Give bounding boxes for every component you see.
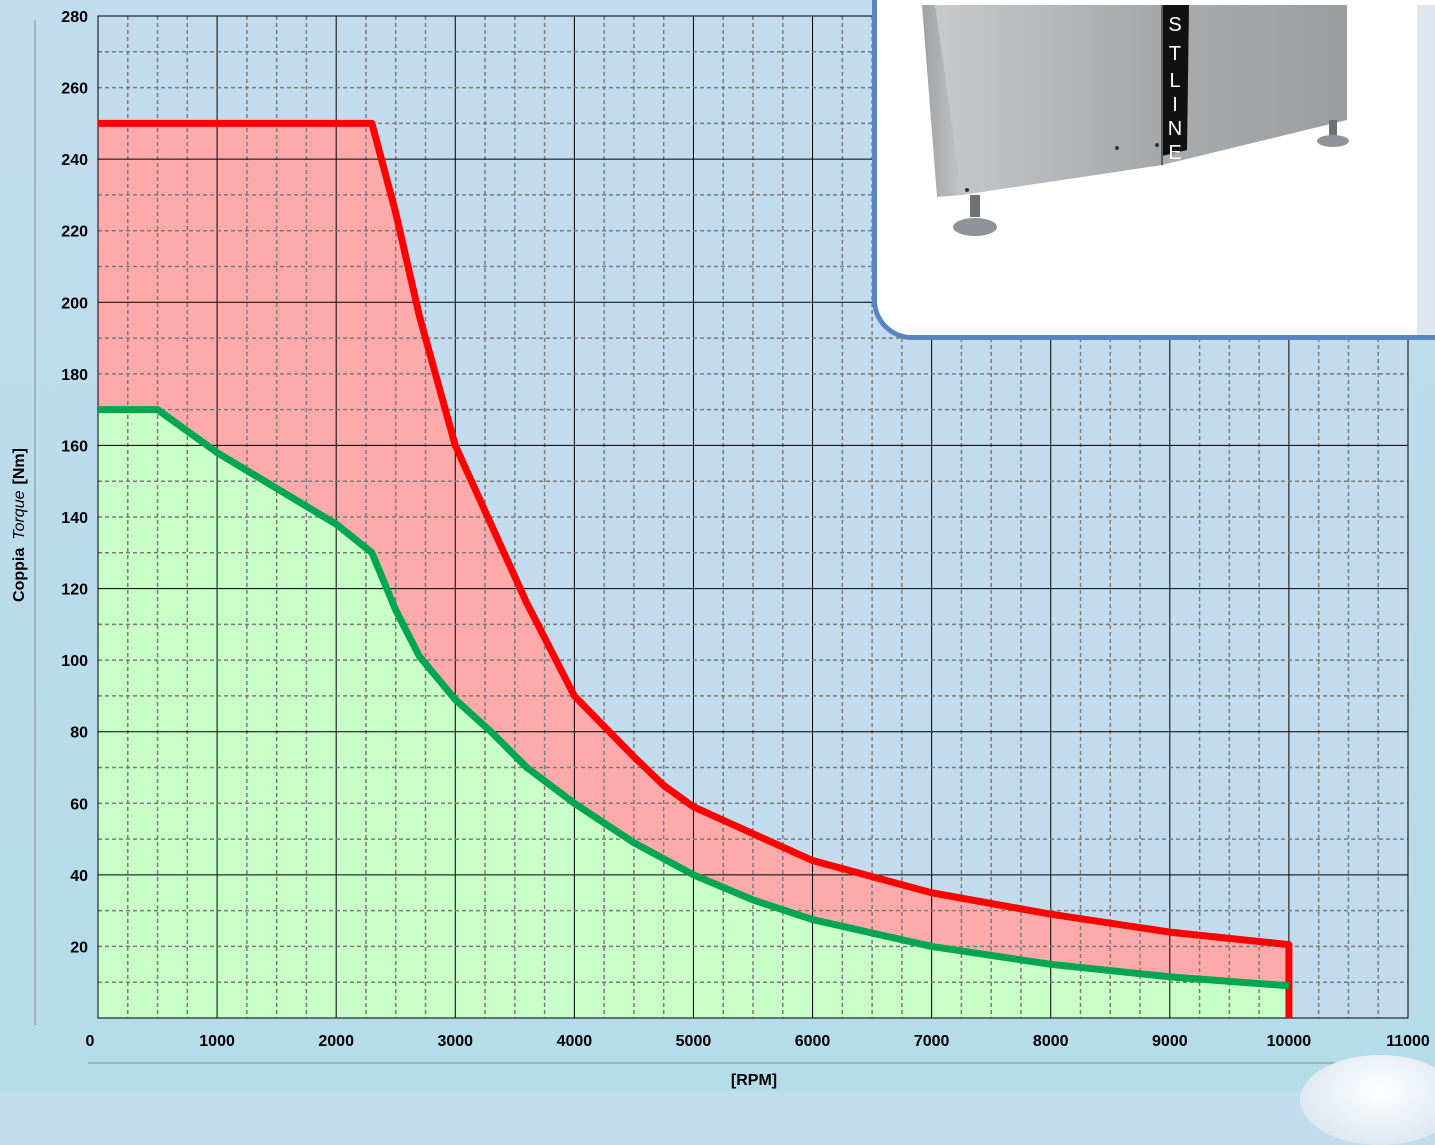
series-2-line <box>98 406 1290 990</box>
svg-text:N: N <box>1168 118 1182 140</box>
y-tick-label: 20 <box>70 939 88 956</box>
x-tick-label: 0 <box>86 1033 95 1050</box>
y-tick-label: 60 <box>70 796 88 813</box>
product-photo-inset: S T L I N E <box>872 0 1435 340</box>
x-tick-label: 4000 <box>557 1033 593 1050</box>
x-tick-label: 11000 <box>1386 1033 1430 1050</box>
x-tick-label: 1000 <box>199 1033 235 1050</box>
x-axis-title: [RPM] <box>731 1072 777 1089</box>
y-axis-title: CoppiaTorque[Nm] <box>11 448 28 602</box>
svg-text:I: I <box>1172 94 1178 116</box>
y-tick-label: 80 <box>70 725 88 742</box>
y-tick-label: 180 <box>61 367 88 384</box>
x-tick-label: 10000 <box>1267 1033 1312 1050</box>
y-tick-label: 280 <box>61 9 88 26</box>
y-tick-label: 100 <box>61 653 88 670</box>
y-tick-label: 120 <box>61 582 88 599</box>
x-tick-label: 6000 <box>795 1033 831 1050</box>
y-tick-label: 260 <box>61 81 88 98</box>
x-tick-label: 3000 <box>437 1033 473 1050</box>
x-tick-label: 9000 <box>1152 1033 1188 1050</box>
svg-text:T: T <box>1169 43 1181 65</box>
plot-frame <box>97 15 1409 1019</box>
x-tick-label: 5000 <box>676 1033 712 1050</box>
svg-text:L: L <box>1169 70 1180 92</box>
svg-text:E: E <box>1168 142 1181 164</box>
x-tick-label: 7000 <box>914 1033 950 1050</box>
x-tick-label: 2000 <box>318 1033 354 1050</box>
y-tick-label: 40 <box>70 868 88 885</box>
y-tick-label: 140 <box>61 510 88 527</box>
y-tick-label: 220 <box>61 224 88 241</box>
cabinet-image: S T L I N E <box>877 0 1435 335</box>
y-tick-label: 160 <box>61 438 88 455</box>
series-1-line <box>98 119 1293 1018</box>
y-tick-label: 200 <box>61 295 88 312</box>
y-tick-label: 240 <box>61 152 88 169</box>
x-tick-label: 8000 <box>1033 1033 1069 1050</box>
corner-logo-decoration <box>1300 1055 1435 1145</box>
cabinet-logo: S <box>1168 14 1181 36</box>
